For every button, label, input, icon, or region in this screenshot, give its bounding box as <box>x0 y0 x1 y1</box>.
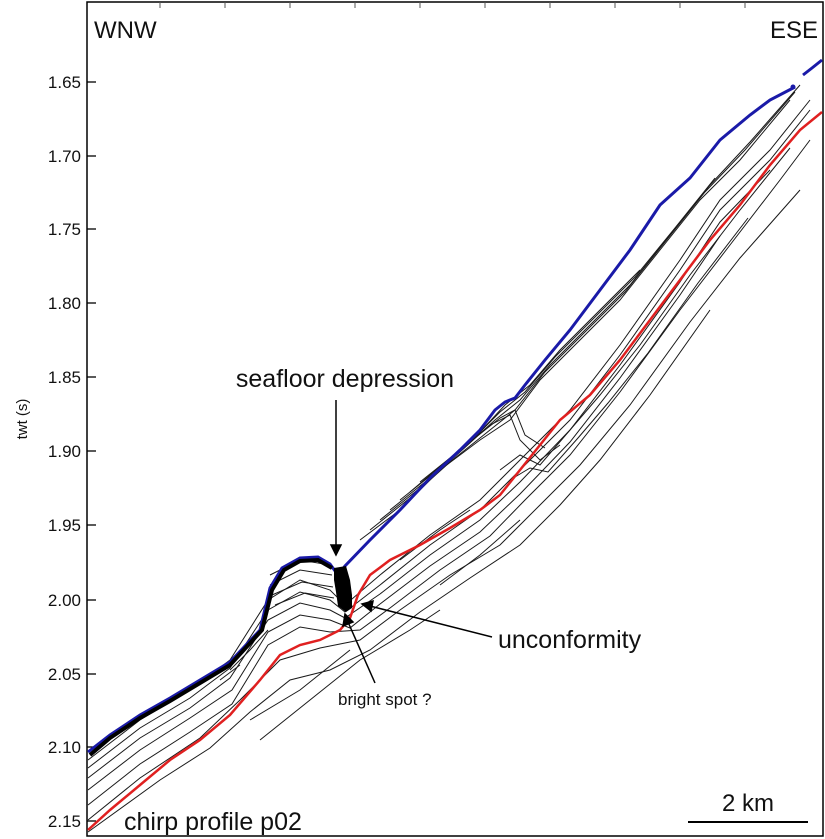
unconformity-horizon <box>87 111 823 831</box>
plot-frame <box>86 1 824 837</box>
y-axis-label: twt (s) <box>14 399 31 440</box>
reflectors <box>87 84 811 833</box>
left-direction-label: WNW <box>94 17 157 44</box>
tick-label: 2.10 <box>48 738 81 757</box>
tick-label: 1.80 <box>48 294 81 313</box>
tick-label: 1.75 <box>48 220 81 239</box>
seafloor-horizon <box>87 85 796 754</box>
right-direction-label: ESE <box>770 17 818 44</box>
annotation-unconformity: unconformity <box>498 626 642 654</box>
y-tick-labels: 1.65 1.70 1.75 1.80 1.85 1.90 1.95 2.00 … <box>48 73 81 831</box>
scale-bar-label: 2 km <box>722 790 774 817</box>
tick-label: 2.00 <box>48 591 81 610</box>
tick-label: 1.95 <box>48 516 81 535</box>
annotation-bright-spot: bright spot ? <box>338 690 432 709</box>
tick-label: 1.70 <box>48 147 81 166</box>
seafloor-horizon-right <box>802 58 823 77</box>
tick-label: 1.90 <box>48 442 81 461</box>
seafloor-end-dot <box>790 84 796 90</box>
y-tick-marks <box>87 81 96 822</box>
tick-label: 1.85 <box>48 368 81 387</box>
top-ruler-ticks <box>159 2 746 8</box>
tick-label: 2.05 <box>48 665 81 684</box>
tick-label: 2.15 <box>48 812 81 831</box>
tick-label: 1.65 <box>48 73 81 92</box>
depression-blob <box>334 566 352 612</box>
seafloor-strong-reflector <box>88 557 333 757</box>
profile-name-label: chirp profile p02 <box>124 808 302 836</box>
annotation-arrows <box>329 400 493 684</box>
annotation-seafloor-depression: seafloor depression <box>236 365 454 393</box>
